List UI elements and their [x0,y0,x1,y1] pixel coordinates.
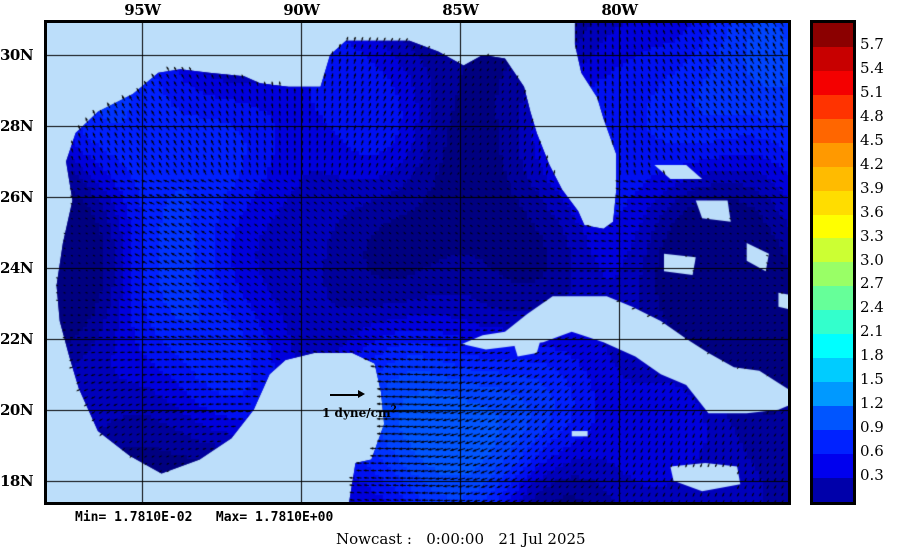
colorbar-tick-5-4: 5.4 [860,58,884,77]
map-plot-area [44,20,791,505]
vector-scale-legend: 1 dyne/cm2 [322,388,442,424]
colorbar-band-5 [813,142,853,167]
y-tick-label-18n: 18N [0,471,34,490]
colorbar-band-9 [813,238,853,263]
colorbar-band-16 [813,406,853,430]
y-tick-label-28n: 28N [0,116,34,135]
x-tick-label-80w: 80W [601,1,638,19]
x-tick-label-90w: 90W [283,1,320,19]
colorbar-tick-5-7: 5.7 [860,34,884,53]
colorbar-band-12 [813,310,853,335]
colorbar-band-1 [813,46,853,71]
x-tick-label-85w: 85W [442,1,479,19]
colorbar-band-8 [813,214,853,239]
colorbar-tick-0-3: 0.3 [860,466,884,485]
y-tick-label-24n: 24N [0,258,34,277]
colorbar-tick-4-8: 4.8 [860,106,884,125]
minmax-readout: Min= 1.7810E-02 Max= 1.7810E+00 [75,510,334,525]
colorbar-tick-4-2: 4.2 [860,154,884,173]
colorbar-band-4 [813,118,853,143]
colorbar-tick-4-5: 4.5 [860,130,884,149]
y-tick-label-26n: 26N [0,187,34,206]
vector-arrow-icon [330,394,362,396]
colorbar-band-11 [813,286,853,311]
colorbar-tick-0-6: 0.6 [860,442,884,461]
colorbar-tick-2-7: 2.7 [860,274,884,293]
colorbar-tick-2-1: 2.1 [860,322,884,341]
colorbar-band-13 [813,334,853,359]
colorbar-band-3 [813,94,853,119]
y-tick-label-22n: 22N [0,329,34,348]
colorbar-tick-1-8: 1.8 [860,346,884,365]
colorbar-tick-5-1: 5.1 [860,82,884,101]
vector-scale-exponent: 2 [390,405,397,415]
colorbar-band-6 [813,166,853,191]
colorbar [810,20,856,505]
colorbar-tick-1-5: 1.5 [860,370,884,389]
colorbar-tick-labels: 5.7 5.4 5.1 4.8 4.5 4.2 3.9 3.6 3.3 3.0 2.7 2.4 2.1 1… [860,20,909,505]
colorbar-tick-3-3: 3.3 [860,226,884,245]
y-tick-label-20n: 20N [0,400,34,419]
colorbar-band-0 [813,23,853,47]
colorbar-band-10 [813,262,853,287]
colorbar-band-17 [813,429,853,454]
colorbar-tick-3-0: 3.0 [860,250,884,269]
colorbar-band-2 [813,70,853,95]
colorbar-band-14 [813,358,853,383]
nowcast-caption: Nowcast : 0:00:00 21 Jul 2025 [336,530,586,548]
vector-scale-units: dyne/cm [334,406,391,420]
colorbar-band-19 [813,477,853,502]
colorbar-band-15 [813,382,853,406]
colorbar-tick-3-6: 3.6 [860,202,884,221]
colorbar-band-18 [813,453,853,478]
vector-scale-text: 1 [322,406,331,420]
vector-arrowhead-icon [358,390,365,398]
colorbar-tick-3-9: 3.9 [860,178,884,197]
colorbar-tick-1-2: 1.2 [860,394,884,413]
y-tick-label-30n: 30N [0,45,34,64]
colorbar-band-7 [813,190,853,215]
colorbar-tick-2-4: 2.4 [860,298,884,317]
colorbar-tick-0-9: 0.9 [860,418,884,437]
wind-stress-field-canvas [47,23,788,502]
x-tick-label-95w: 95W [124,1,161,19]
vector-scale-label: 1 dyne/cm2 [322,405,397,420]
